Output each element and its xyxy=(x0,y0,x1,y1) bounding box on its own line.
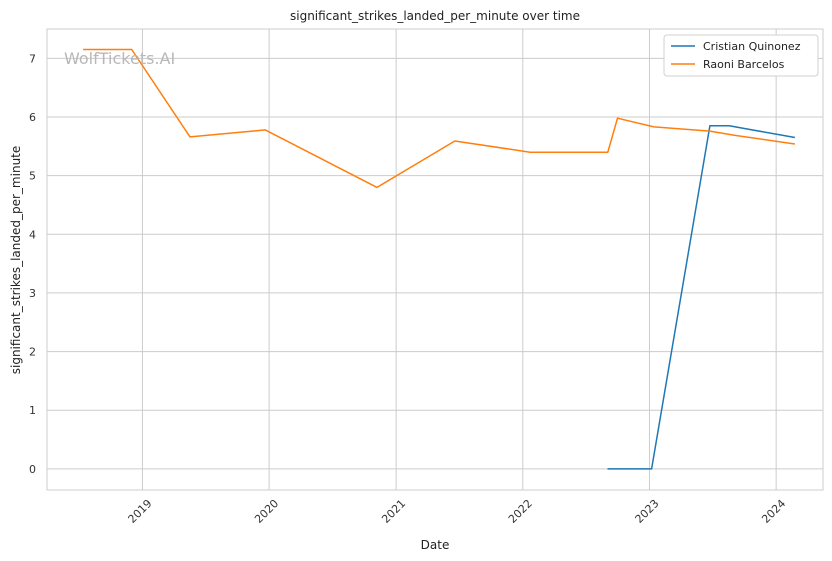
y-tick-label: 6 xyxy=(29,111,36,124)
y-tick-label: 2 xyxy=(29,346,36,359)
grid xyxy=(47,29,823,490)
legend-label: Cristian Quinonez xyxy=(703,40,801,53)
x-tick-label: 2021 xyxy=(379,497,408,526)
legend: Cristian Quinonez Raoni Barcelos xyxy=(663,34,819,77)
plot-frame xyxy=(46,28,824,491)
x-tick-label: 2024 xyxy=(759,497,788,526)
legend-box xyxy=(663,34,819,77)
y-axis-label: significant_strikes_landed_per_minute xyxy=(9,146,23,375)
x-axis-label: Date xyxy=(421,538,450,552)
x-tick-label: 2019 xyxy=(126,497,155,526)
x-tick-label: 2023 xyxy=(633,497,662,526)
plot-background xyxy=(47,29,823,490)
y-tick-label: 1 xyxy=(29,404,36,417)
series-line-cristian-quinonez xyxy=(607,125,796,470)
legend-label: Raoni Barcelos xyxy=(703,58,785,71)
series-lines xyxy=(83,48,796,470)
watermark: WolfTickets.AI xyxy=(64,49,175,68)
y-tick-label: 7 xyxy=(29,52,36,65)
x-tick-label: 2020 xyxy=(252,497,281,526)
series-line-raoni-barcelos xyxy=(83,48,796,189)
x-tick-labels: 2019 2020 2021 2022 2023 2024 xyxy=(126,497,789,526)
chart-title: significant_strikes_landed_per_minute ov… xyxy=(290,9,580,23)
x-tick-label: 2022 xyxy=(506,497,535,526)
y-tick-label: 5 xyxy=(29,170,36,183)
y-tick-labels: 0 1 2 3 4 5 6 7 xyxy=(29,52,36,476)
y-tick-label: 4 xyxy=(29,228,36,241)
y-tick-label: 0 xyxy=(29,463,36,476)
y-tick-label: 3 xyxy=(29,287,36,300)
